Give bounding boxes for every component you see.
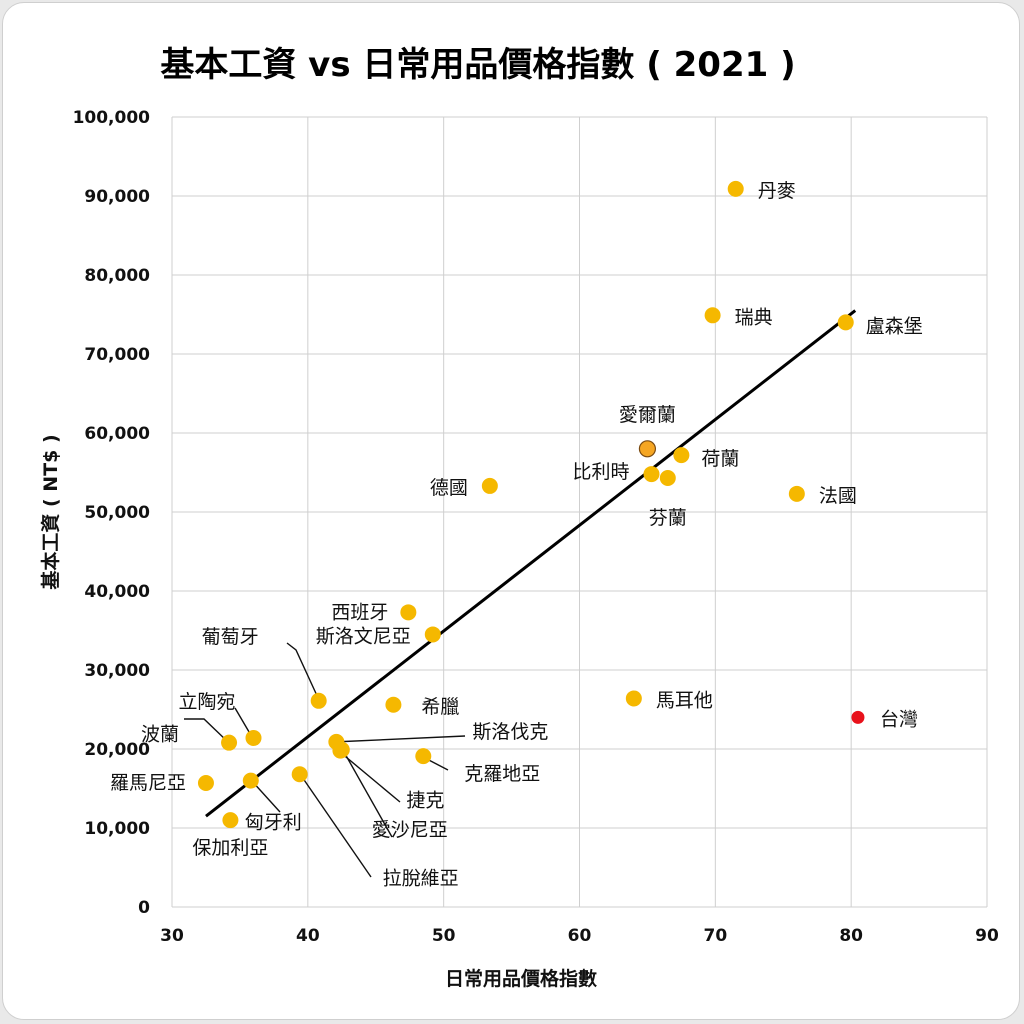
y-tick-label: 30,000 [84,661,150,681]
point-波蘭 [221,734,238,751]
label-西班牙: 西班牙 [331,601,388,623]
point-丹麥 [727,180,744,197]
point-西班牙 [400,604,417,621]
label-保加利亞: 保加利亞 [192,837,268,859]
label-丹麥: 丹麥 [758,180,796,202]
x-tick-label: 30 [160,926,184,946]
x-tick-label: 80 [839,926,863,946]
label-馬耳他: 馬耳他 [656,689,713,711]
label-拉脫維亞: 拉脫維亞 [383,867,459,889]
point-克羅地亞 [415,748,432,765]
label-瑞典: 瑞典 [735,306,773,328]
label-愛沙尼亞: 愛沙尼亞 [372,819,448,841]
point-瑞典 [704,307,721,324]
x-tick-label: 60 [568,926,592,946]
label-德國: 德國 [430,477,468,499]
y-tick-label: 20,000 [84,740,150,760]
axis-ticks: 30 40 50 60 70 80 90 0 10,000 20,000 30,000 40,000 5… [73,108,999,946]
leader-波蘭 [184,718,229,743]
y-tick-label: 60,000 [84,424,150,444]
y-tick-label: 100,000 [73,108,151,128]
label-法國: 法國 [819,485,857,507]
label-斯洛伐克: 斯洛伐克 [472,721,548,743]
point-拉脫維亞 [291,766,308,783]
data-points [197,180,865,829]
point-德國 [481,477,498,494]
label-leader-lines [184,642,466,878]
point-芬蘭 [659,470,676,487]
point-馬耳他 [625,690,642,707]
x-tick-label: 50 [432,926,456,946]
label-芬蘭: 芬蘭 [649,507,687,529]
y-tick-label: 90,000 [84,187,150,207]
label-波蘭: 波蘭 [141,724,179,746]
point-愛沙尼亞 [333,741,350,758]
point-葡萄牙 [310,692,327,709]
label-盧森堡: 盧森堡 [866,315,923,337]
label-匈牙利: 匈牙利 [245,812,302,834]
y-tick-label: 10,000 [84,819,150,839]
point-法國 [788,485,805,502]
label-希臘: 希臘 [421,696,459,718]
label-斯洛文尼亞: 斯洛文尼亞 [316,625,411,647]
y-tick-label: 50,000 [84,503,150,523]
chart-title: 基本工資 vs 日常用品價格指數 ( 2021 ) [160,45,796,85]
point-盧森堡 [837,314,854,331]
y-tick-label: 40,000 [84,582,150,602]
leader-拉脫維亞 [299,773,372,878]
point-保加利亞 [222,812,239,829]
point-愛爾蘭 [638,440,657,458]
label-羅馬尼亞: 羅馬尼亞 [110,772,186,794]
label-荷蘭: 荷蘭 [701,448,739,470]
y-axis-label: 基本工資 ( NT$ ) [39,434,62,590]
point-斯洛文尼亞 [424,626,441,643]
point-羅馬尼亞 [197,774,214,791]
x-tick-label: 90 [975,926,999,946]
label-立陶宛: 立陶宛 [178,691,235,713]
x-tick-label: 70 [703,926,727,946]
leader-葡萄牙 [286,642,320,701]
y-tick-label: 0 [138,898,150,918]
trendline [205,309,857,818]
label-比利時: 比利時 [572,461,629,483]
label-愛爾蘭: 愛爾蘭 [619,404,676,426]
point-希臘 [385,696,402,713]
y-tick-label: 70,000 [84,345,150,365]
leader-斯洛伐克 [332,735,466,743]
label-台灣: 台灣 [880,708,918,730]
y-tick-label: 80,000 [84,266,150,286]
x-axis-label: 日常用品價格指數 [445,967,597,990]
point-比利時 [643,466,660,483]
label-葡萄牙: 葡萄牙 [202,626,259,648]
leader-捷克 [339,751,401,803]
point-荷蘭 [673,447,690,464]
point-台灣 [851,710,865,724]
label-捷克: 捷克 [406,790,444,812]
x-tick-label: 40 [296,926,320,946]
point-匈牙利 [242,772,259,789]
label-克羅地亞: 克羅地亞 [464,763,540,785]
leader-愛沙尼亞 [343,751,393,838]
grid-lines [171,116,988,908]
point-立陶宛 [245,729,262,746]
